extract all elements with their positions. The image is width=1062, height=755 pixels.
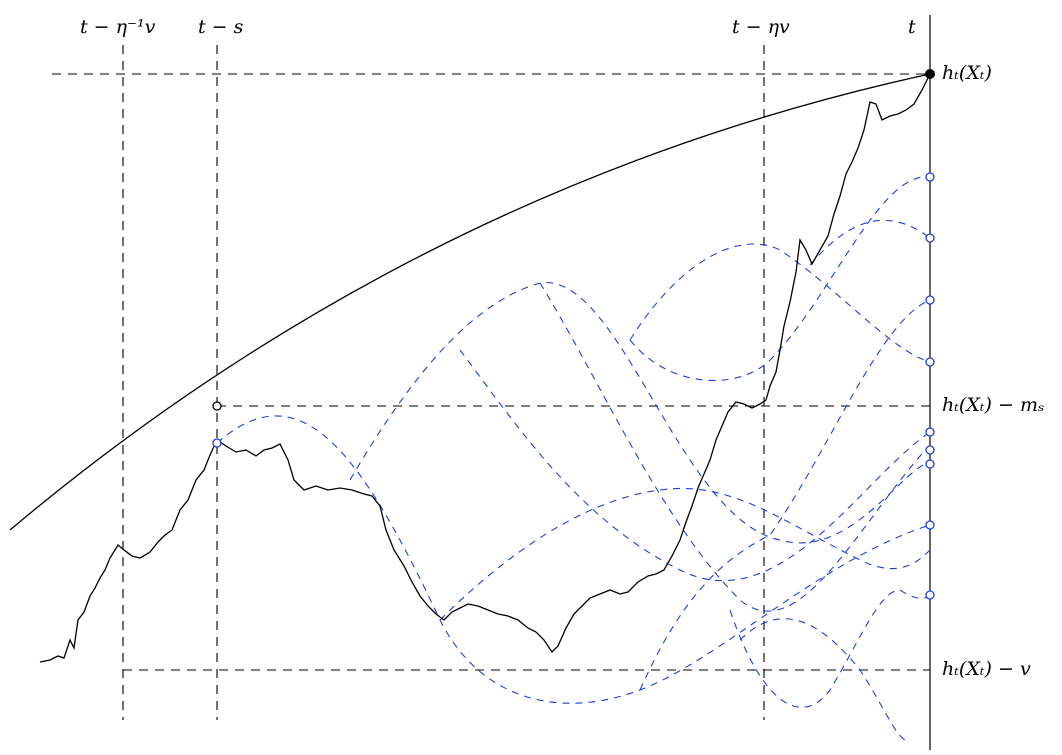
marker-circle (925, 445, 935, 455)
ancestry-curve (439, 487, 931, 621)
marker-circle (925, 590, 935, 600)
ancestry-curve (349, 282, 931, 544)
ancestry-curve (739, 618, 906, 741)
ancestry-curve (216, 415, 931, 704)
marker-circle (925, 427, 935, 437)
marker-circle (925, 295, 935, 305)
ancestry-curve (629, 176, 931, 382)
label-t-minus-eta-v: t − ηv (732, 16, 790, 38)
path-start-marker (212, 438, 222, 448)
marker-circle (925, 520, 935, 530)
barrier-intersection-point (212, 401, 222, 411)
marker-circle (925, 172, 935, 182)
ancestry-curves (216, 176, 931, 741)
label-h-t-minus-v: hₜ(Xₜ) − v (942, 658, 1031, 680)
ancestry-curve (629, 243, 931, 363)
label-h-t-minus-m-s: hₜ(Xₜ) − mₛ (942, 394, 1044, 416)
marker-circle (925, 233, 935, 243)
barrier-curve (9, 73, 931, 531)
random-path (39, 73, 931, 663)
ancestry-curve (539, 282, 931, 612)
marker-circle (925, 357, 935, 367)
ancestry-curve (809, 219, 931, 266)
label-h-t-X-t: hₜ(Xₜ) (942, 62, 992, 84)
label-t-minus-eta-inv-v: t − η⁻¹v (80, 16, 156, 38)
ancestry-curve (729, 589, 931, 708)
endpoint-filled (925, 69, 935, 79)
label-t-minus-s: t − s (198, 16, 244, 38)
ancestry-curve (459, 349, 931, 582)
marker-circle (925, 459, 935, 469)
label-t: t (908, 16, 916, 38)
ancestry-curve (639, 299, 931, 691)
terminal-markers (925, 172, 935, 600)
